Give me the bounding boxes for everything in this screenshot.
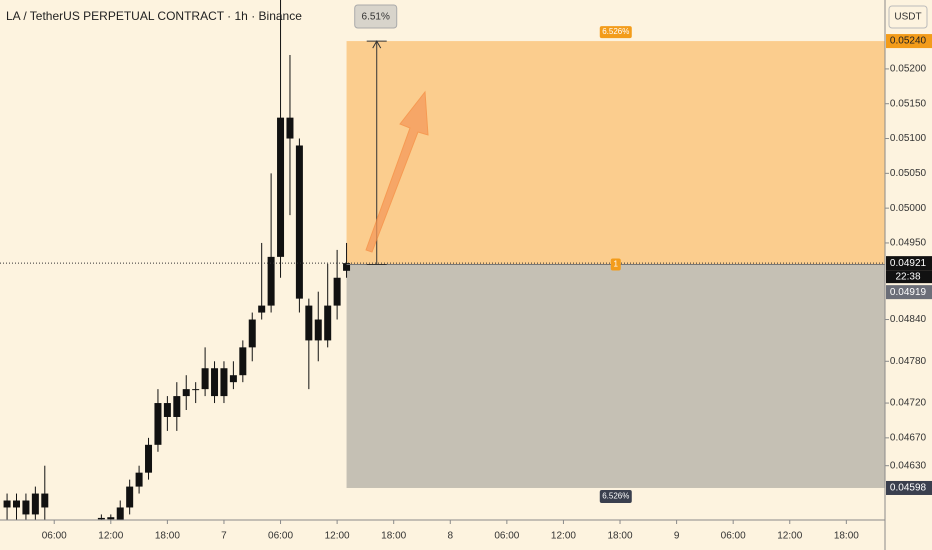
x-tick-label: 06:00	[42, 531, 67, 542]
candle-body	[145, 444, 153, 473]
candle-body	[295, 145, 303, 299]
candle-body	[220, 368, 228, 397]
x-tick-label: 9	[674, 531, 680, 542]
entry-price-tag: 0.04919	[890, 287, 927, 298]
candle-body	[126, 486, 134, 508]
stop-label-box	[599, 489, 632, 503]
measure-arrow	[372, 40, 382, 49]
candle-body	[258, 305, 266, 313]
x-tick-label: 18:00	[834, 531, 859, 542]
candle-body	[333, 277, 341, 306]
currency[interactable]: USDT	[894, 12, 921, 23]
stop-price-tag: 0.04598	[890, 483, 927, 494]
chart-title: LA / TetherUS PERPETUAL CONTRACT · 1h · …	[6, 9, 302, 23]
candle-body	[192, 389, 200, 391]
x-tick-label: 06:00	[268, 531, 293, 542]
y-tick-label: 0.05000	[890, 203, 927, 214]
x-tick-label: 18:00	[381, 531, 406, 542]
y-tick-label: 0.05100	[890, 133, 927, 144]
current-price-tag-box	[886, 256, 932, 271]
y-tick-label: 0.04780	[890, 356, 927, 367]
candle-body	[305, 305, 313, 341]
x-tick-label: 06:00	[721, 531, 746, 542]
candle-body	[286, 117, 294, 139]
trend-arrow	[365, 90, 429, 253]
x-tick-label: 18:00	[608, 531, 633, 542]
countdown-box	[886, 270, 932, 284]
x-tick-label: 8	[447, 531, 453, 542]
stop-label: 6.526%	[602, 492, 629, 501]
currency-box[interactable]	[888, 5, 928, 29]
qty-label: 1	[614, 260, 619, 269]
target-label: 6.526%	[602, 27, 629, 36]
stop-zone	[346, 264, 885, 488]
target-price-tag: 0.05240	[890, 36, 927, 47]
candle-body	[154, 403, 162, 445]
y-tick-label: 0.05150	[890, 98, 927, 109]
candle-body	[314, 319, 322, 341]
candle-body	[135, 472, 143, 487]
candle-body	[248, 319, 256, 348]
candle-body	[182, 389, 190, 397]
move-label-box	[354, 4, 398, 29]
move-label: 6.51%	[362, 12, 390, 23]
target-price-tag-box	[886, 34, 932, 49]
entry-price-tag-box	[886, 285, 932, 300]
y-tick-label: 0.04630	[890, 460, 927, 471]
candle-body	[239, 347, 247, 376]
candle-body	[211, 368, 219, 397]
target-label-box	[599, 26, 632, 39]
x-tick-label: 12:00	[98, 531, 123, 542]
candle-body	[229, 375, 237, 383]
y-tick-label: 0.04840	[890, 314, 927, 325]
y-tick-label: 0.04720	[890, 398, 927, 409]
candle-body	[31, 493, 39, 515]
x-tick-label: 18:00	[155, 531, 180, 542]
x-tick-label: 12:00	[551, 531, 576, 542]
x-tick-label: 7	[221, 531, 227, 542]
candle-body	[163, 403, 171, 417]
x-tick-label: 12:00	[777, 531, 802, 542]
candle-body	[22, 500, 30, 515]
candle-body	[13, 500, 21, 508]
y-tick-label: 0.04950	[890, 238, 927, 249]
candle-body	[116, 507, 124, 520]
x-tick-label: 06:00	[494, 531, 519, 542]
target-zone	[346, 41, 885, 265]
candle-body	[107, 517, 115, 520]
candle-body	[97, 517, 105, 520]
y-tick-label: 0.05200	[890, 64, 927, 75]
candle-body	[41, 493, 49, 508]
countdown: 22:38	[895, 271, 920, 282]
candle-body	[324, 305, 332, 341]
y-tick-label: 0.04670	[890, 432, 927, 443]
stop-price-tag-box	[886, 480, 932, 495]
candle-body	[201, 368, 209, 390]
candle-body	[3, 500, 11, 508]
y-tick-label: 0.05050	[890, 168, 927, 179]
candle-body	[343, 263, 351, 271]
candle-body	[267, 256, 275, 306]
current-price-tag: 0.04921	[890, 258, 927, 269]
qty-box[interactable]	[610, 258, 621, 271]
candle-body	[277, 117, 285, 257]
x-tick-label: 12:00	[325, 531, 350, 542]
candle-body	[173, 396, 181, 417]
